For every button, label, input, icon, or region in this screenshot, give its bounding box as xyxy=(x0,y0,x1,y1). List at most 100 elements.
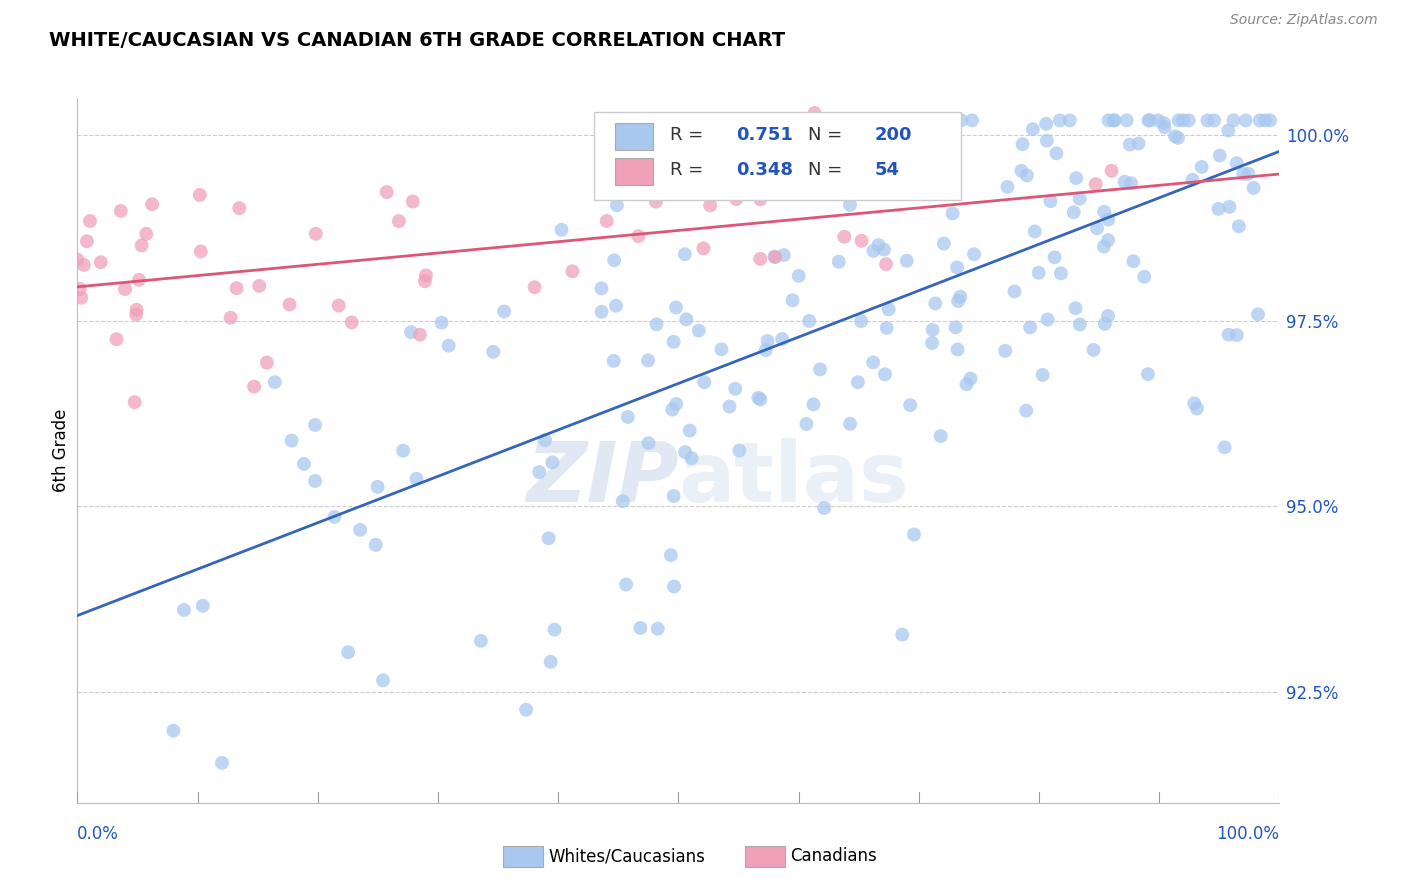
Point xyxy=(125,308,148,322)
Point xyxy=(862,244,884,258)
Point xyxy=(949,290,972,304)
Point xyxy=(997,180,1019,194)
Point xyxy=(763,250,786,264)
Point xyxy=(1177,113,1199,128)
Point xyxy=(1133,269,1156,284)
Point xyxy=(1069,192,1091,206)
Point xyxy=(470,633,492,648)
Point xyxy=(105,332,128,346)
Point xyxy=(839,417,862,431)
Point xyxy=(921,144,943,158)
Point xyxy=(1063,205,1085,219)
Point xyxy=(796,417,818,431)
Text: 0.0%: 0.0% xyxy=(77,825,120,843)
Point xyxy=(543,623,565,637)
Point xyxy=(1153,116,1175,130)
Point xyxy=(1122,254,1144,268)
Point xyxy=(1243,181,1265,195)
Bar xyxy=(614,158,654,185)
Point xyxy=(637,436,659,450)
Point xyxy=(1137,113,1160,128)
Point xyxy=(1121,176,1143,190)
Point xyxy=(529,465,551,479)
Point xyxy=(1069,318,1091,332)
Text: 100.0%: 100.0% xyxy=(1216,825,1279,843)
Point xyxy=(173,603,195,617)
Point xyxy=(808,362,831,376)
Point xyxy=(681,451,703,466)
Point xyxy=(1218,123,1240,137)
Point xyxy=(921,335,943,350)
Point xyxy=(1104,113,1126,128)
Point xyxy=(537,531,560,545)
Point xyxy=(1249,113,1271,128)
Point xyxy=(1218,327,1240,342)
Point xyxy=(219,310,242,325)
Point xyxy=(724,382,747,396)
Point xyxy=(941,206,963,220)
Point xyxy=(662,489,685,503)
Point xyxy=(1039,194,1062,208)
Point xyxy=(606,198,628,212)
Point xyxy=(891,627,914,641)
Point xyxy=(540,655,562,669)
Point xyxy=(617,409,640,424)
Point xyxy=(1136,367,1159,381)
Text: R =: R = xyxy=(671,126,703,144)
Point xyxy=(710,343,733,357)
Point xyxy=(824,141,846,155)
Point xyxy=(1226,156,1249,170)
Point xyxy=(90,255,112,269)
Point xyxy=(1022,122,1045,136)
Point xyxy=(932,236,955,251)
Point xyxy=(191,599,214,613)
Point xyxy=(787,268,810,283)
Point xyxy=(673,445,696,459)
Point xyxy=(709,161,731,176)
Point xyxy=(1097,233,1119,247)
Point xyxy=(749,252,772,266)
Point xyxy=(1049,113,1071,128)
Point xyxy=(603,354,626,368)
Point xyxy=(876,321,898,335)
Point xyxy=(1254,113,1277,128)
Point xyxy=(749,192,772,206)
Point xyxy=(1164,129,1187,144)
Point xyxy=(645,318,668,332)
Point xyxy=(718,400,741,414)
Text: N =: N = xyxy=(808,126,842,144)
Point xyxy=(1232,167,1254,181)
Point xyxy=(1043,250,1066,264)
Point xyxy=(846,375,869,389)
Point xyxy=(1171,113,1194,128)
Point xyxy=(862,355,884,369)
Point xyxy=(1147,113,1170,128)
Point xyxy=(779,118,801,132)
Point xyxy=(430,316,453,330)
Point xyxy=(591,281,613,295)
Point xyxy=(1084,177,1107,191)
Point xyxy=(725,192,748,206)
Point xyxy=(135,227,157,241)
Point xyxy=(782,293,804,308)
Point xyxy=(628,621,651,635)
Point xyxy=(1213,440,1236,454)
Point xyxy=(388,214,411,228)
Point xyxy=(661,402,683,417)
Point xyxy=(247,279,270,293)
Point xyxy=(1218,200,1240,214)
Point xyxy=(896,253,918,268)
Point xyxy=(1045,146,1067,161)
Point xyxy=(188,188,211,202)
Text: R =: R = xyxy=(671,161,703,179)
Point xyxy=(1181,172,1204,186)
Point xyxy=(662,334,685,349)
Point xyxy=(1024,225,1046,239)
Point xyxy=(763,250,786,264)
Point xyxy=(1247,307,1270,321)
Point xyxy=(605,299,627,313)
Point xyxy=(834,229,856,244)
Point xyxy=(409,327,432,342)
Point xyxy=(710,137,733,152)
Point xyxy=(665,397,688,411)
